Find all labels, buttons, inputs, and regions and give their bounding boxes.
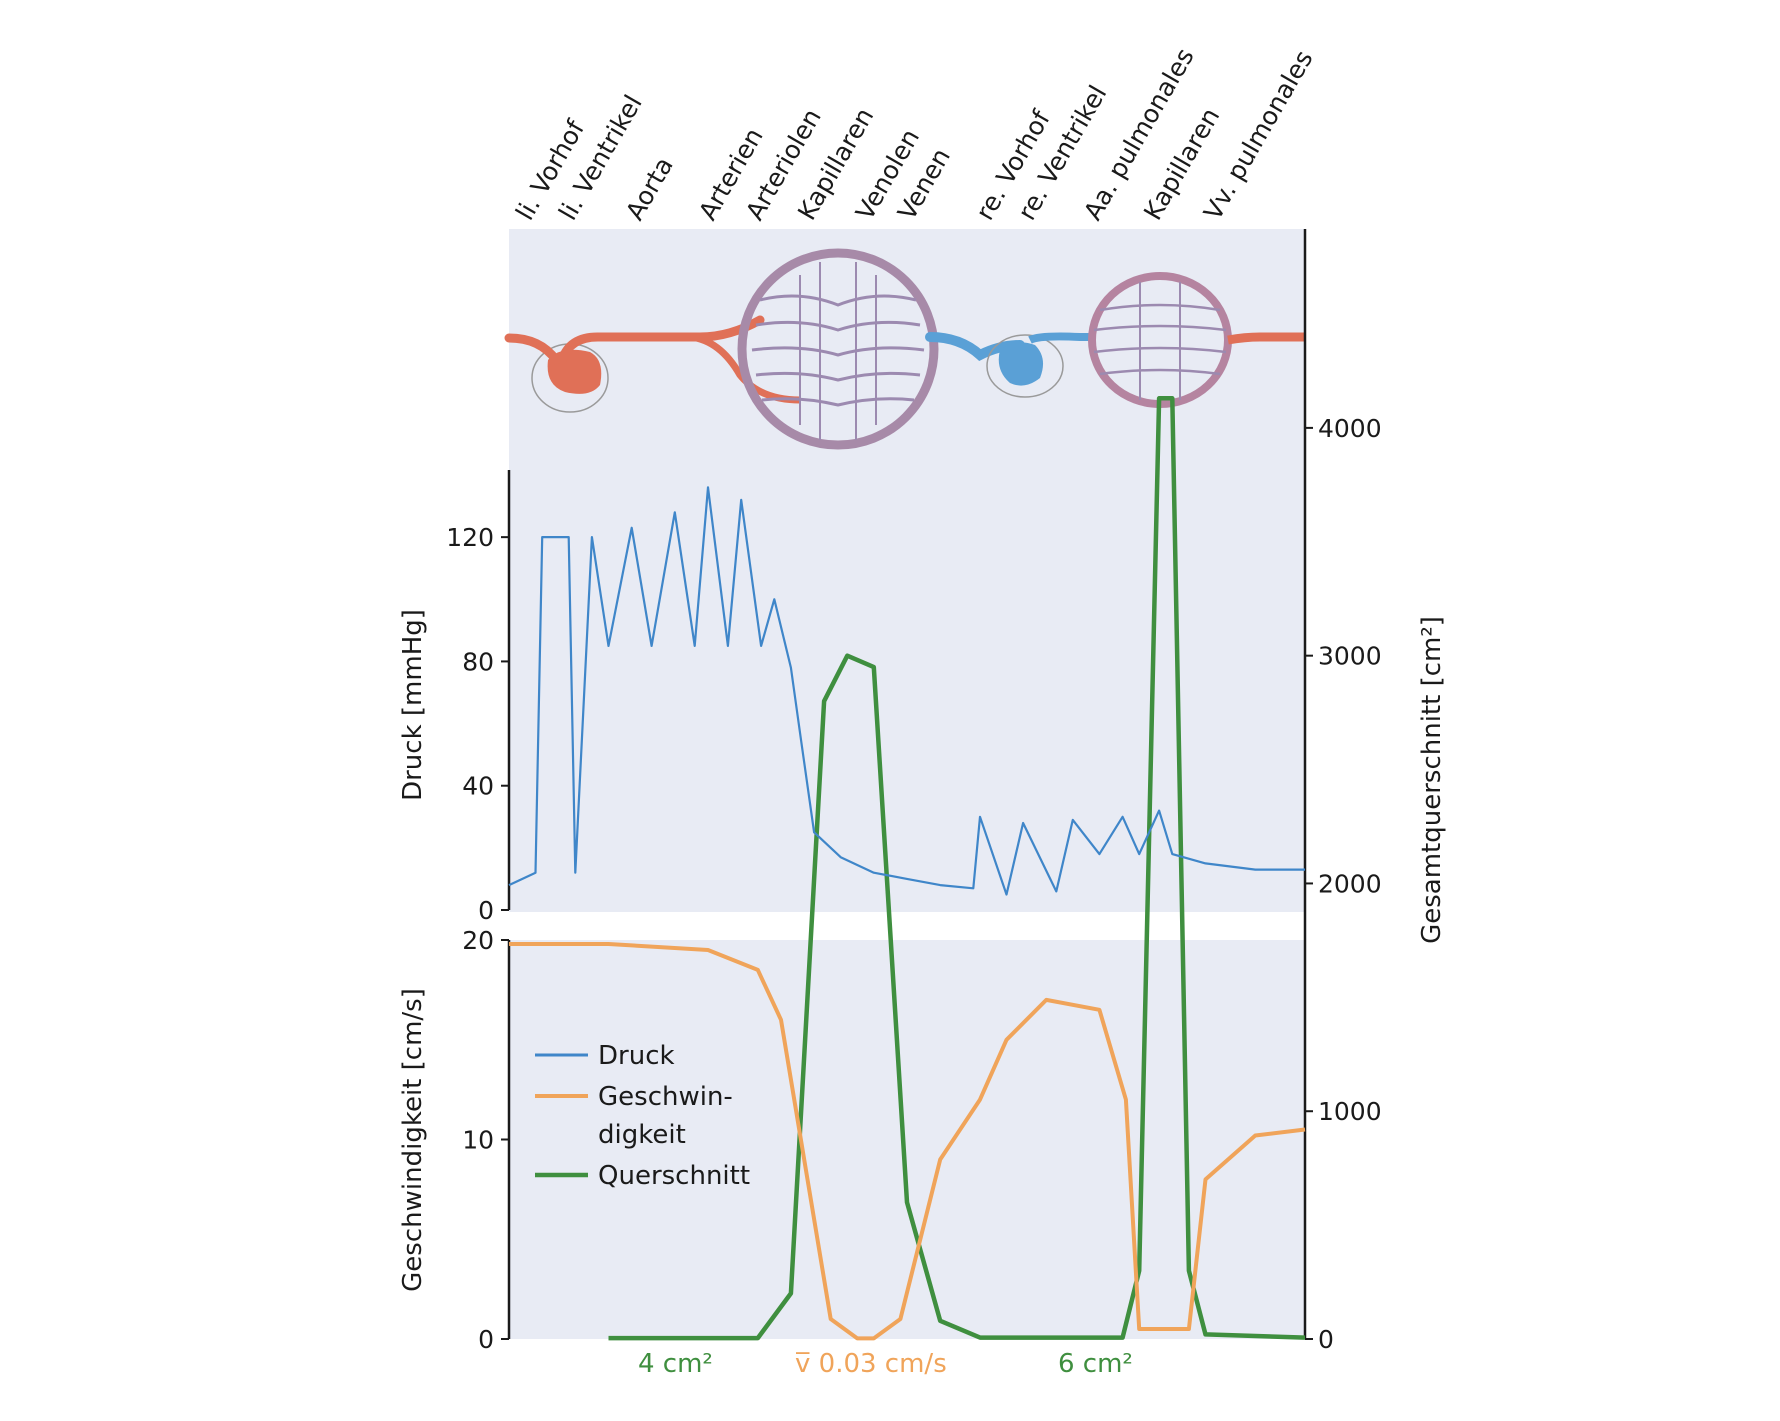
- vessel-label-vv-pulmonales: Vv. pulmonales: [1198, 45, 1318, 225]
- querschnitt-line: [608, 396, 1306, 1341]
- geschwindigkeit-axis-label: Geschwindigkeit [cm/s]: [398, 988, 428, 1292]
- druck-line: [508, 486, 1305, 896]
- vessel-label-aorta: Aorta: [620, 152, 679, 225]
- druck-axis-label: Druck [mmHg]: [398, 609, 428, 801]
- systemic-capillaries: [751, 262, 925, 440]
- druck-tick-label: 80: [462, 647, 494, 676]
- circulation-schematic: [504, 248, 1305, 450]
- pulmonary-artery: [1028, 332, 1095, 344]
- querschnitt-tick-label: 2000: [1318, 869, 1382, 898]
- querschnitt-axis-label: Gesamtquerschnitt [cm²]: [1417, 616, 1447, 944]
- geschwindigkeit-ticks: 0 10 20: [462, 926, 509, 1354]
- legend-label-geschwindigkeit-1: Geschwin-: [598, 1082, 733, 1112]
- druck-tick-label: 40: [462, 772, 494, 801]
- lower-panel-background: [509, 940, 1305, 1339]
- annotation-aorta-area: 4 cm²: [638, 1349, 713, 1379]
- right-heart: [998, 342, 1044, 386]
- druck-tick-label: 0: [478, 896, 494, 925]
- druck-ticks: 0 40 80 120: [446, 523, 509, 925]
- druck-tick-label: 120: [446, 523, 494, 552]
- querschnitt-tick-label: 1000: [1318, 1097, 1382, 1126]
- annotation-pulmonary-area: 6 cm²: [1058, 1349, 1133, 1379]
- legend-label-druck: Druck: [598, 1041, 675, 1071]
- annotation-capillary-velocity: v̅ 0.03 cm/s: [795, 1349, 947, 1379]
- pulmonary-capillaries: [1093, 282, 1227, 400]
- upper-panel-background: [509, 229, 1305, 912]
- querschnitt-tick-label: 3000: [1318, 642, 1382, 671]
- geschwindigkeit-tick-label: 20: [462, 926, 494, 955]
- vessel-labels: li. Vorhof li. Ventrikel Aorta Arterien …: [510, 43, 1318, 225]
- legend: Druck Geschwin- digkeit Querschnitt: [535, 1041, 750, 1191]
- geschwindigkeit-line: [509, 942, 1306, 1341]
- geschwindigkeit-tick-label: 0: [478, 1325, 494, 1354]
- legend-label-querschnitt: Querschnitt: [598, 1161, 750, 1191]
- legend-label-geschwindigkeit-2: digkeit: [598, 1120, 686, 1150]
- querschnitt-tick-label: 4000: [1318, 414, 1382, 443]
- right-heart-outline: [986, 334, 1064, 398]
- geschwindigkeit-tick-label: 10: [462, 1126, 494, 1155]
- pulmonary-vein: [1227, 332, 1305, 345]
- querschnitt-ticks: 0 1000 2000 3000 4000: [1305, 414, 1382, 1354]
- querschnitt-tick-label: 0: [1318, 1325, 1334, 1354]
- systemic-capillary-bed: [737, 248, 939, 450]
